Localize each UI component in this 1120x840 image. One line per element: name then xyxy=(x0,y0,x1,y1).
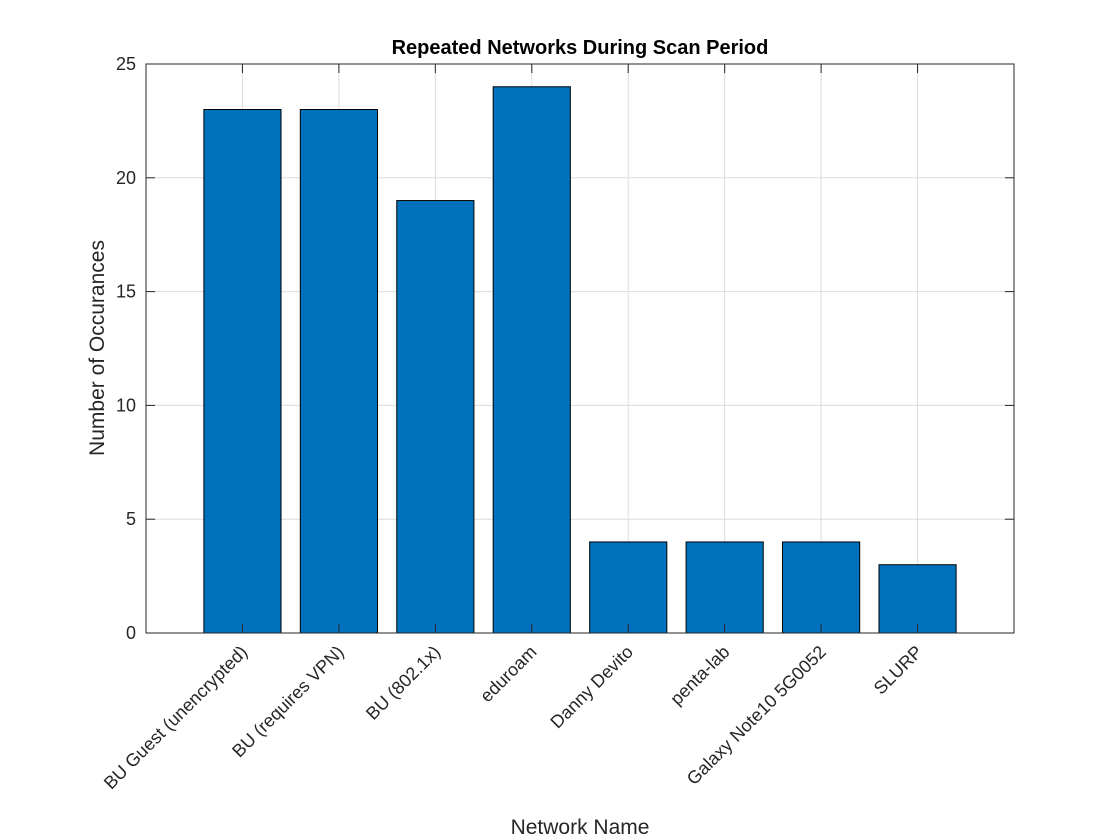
bar xyxy=(492,86,571,634)
y-tick-label: 10 xyxy=(116,395,136,415)
y-axis-label: Number of Occurances xyxy=(86,240,109,456)
bar xyxy=(203,109,282,634)
bar xyxy=(396,200,475,634)
plot-area xyxy=(146,64,1014,633)
axes-box xyxy=(145,63,1015,634)
tick-marks xyxy=(146,63,1014,634)
y-tick-label: 25 xyxy=(116,54,136,74)
y-tick-label: 15 xyxy=(116,282,136,302)
y-tick-label: 20 xyxy=(116,168,136,188)
bar xyxy=(878,564,957,634)
y-tick-label: 0 xyxy=(126,623,136,643)
bar xyxy=(685,541,764,634)
bars xyxy=(203,86,957,634)
x-axis-label: Network Name xyxy=(511,816,650,839)
bar xyxy=(782,541,861,634)
y-tick-label: 5 xyxy=(126,509,136,529)
y-tick-labels: 0 5 10 15 20 25 xyxy=(116,54,136,643)
bar xyxy=(299,109,378,634)
chart-title: Repeated Networks During Scan Period xyxy=(392,37,769,59)
bar xyxy=(589,541,668,634)
